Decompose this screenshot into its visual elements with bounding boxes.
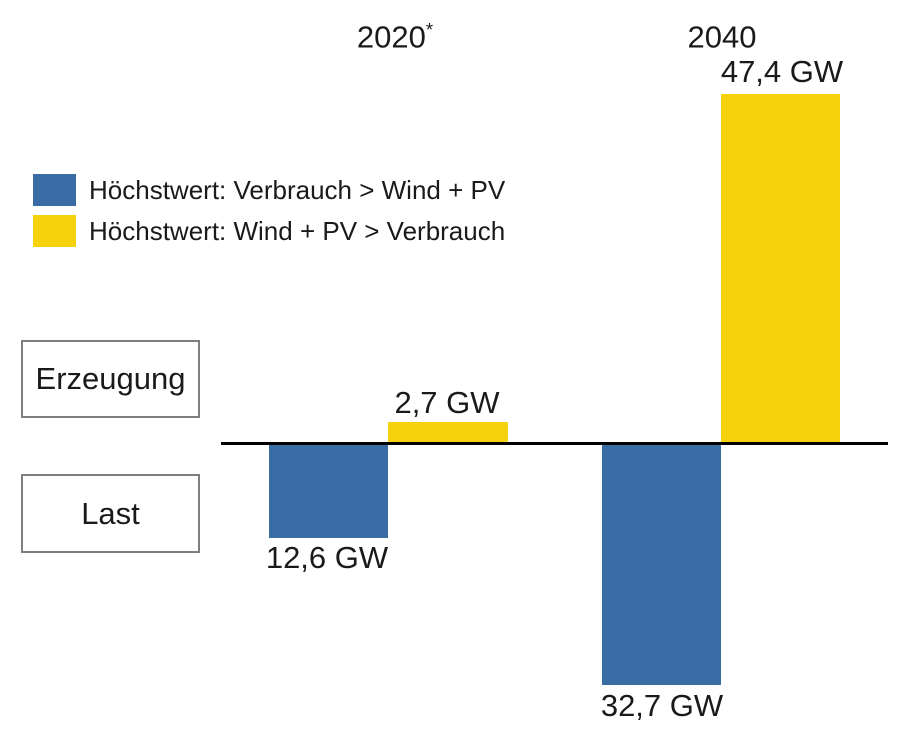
legend-item-surplus: Höchstwert: Wind + PV > Verbrauch	[33, 215, 505, 247]
value-label-2040-deficit: 32,7 GW	[600, 688, 724, 723]
legend-swatch-blue-icon	[33, 174, 76, 206]
value-label-2020-deficit: 12,6 GW	[265, 540, 389, 575]
value-label-2020-surplus: 2,7 GW	[394, 385, 500, 420]
bar-2040-deficit-blue	[602, 445, 721, 685]
legend-item-deficit: Höchstwert: Verbrauch > Wind + PV	[33, 174, 505, 206]
axis-baseline	[221, 442, 888, 445]
year-label-2020: 2020*	[305, 13, 485, 54]
year-label-2020-footnote-marker: *	[425, 19, 434, 40]
legend: Höchstwert: Verbrauch > Wind + PV Höchst…	[33, 174, 505, 247]
row-label-erzeugung: Erzeugung	[21, 340, 200, 418]
row-label-last: Last	[21, 474, 200, 553]
legend-swatch-yellow-icon	[33, 215, 76, 247]
bar-2020-surplus-yellow	[388, 422, 508, 442]
year-label-2040-text: 2040	[687, 19, 757, 55]
legend-label-deficit: Höchstwert: Verbrauch > Wind + PV	[89, 175, 506, 205]
row-label-last-text: Last	[81, 495, 140, 531]
year-label-2040: 2040	[632, 13, 812, 54]
bar-2040-surplus-yellow	[721, 94, 840, 442]
bar-2020-deficit-blue	[269, 445, 388, 538]
value-label-2040-surplus: 47,4 GW	[720, 54, 844, 89]
legend-label-surplus: Höchstwert: Wind + PV > Verbrauch	[89, 216, 506, 246]
year-label-2020-text: 2020	[356, 19, 426, 55]
row-label-erzeugung-text: Erzeugung	[35, 361, 186, 396]
